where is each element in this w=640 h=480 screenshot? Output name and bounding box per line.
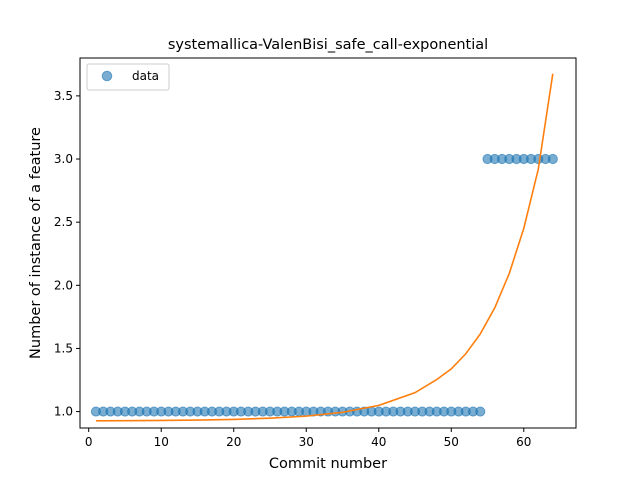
y-tick-label: 2.5 [54, 215, 73, 229]
data-point [475, 406, 486, 417]
chart-title: systemallica-ValenBisi_safe_call-exponen… [168, 37, 488, 53]
legend-label-data: data [132, 69, 159, 83]
y-tick-label: 1.0 [54, 405, 73, 419]
x-axis-label: Commit number [269, 456, 387, 472]
x-tick-label: 30 [299, 435, 314, 449]
y-axis-label: Number of instance of a feature [28, 127, 44, 359]
legend-box [86, 63, 170, 91]
fit-line [95, 73, 554, 422]
plot-area [90, 73, 558, 422]
y-tick-label: 3.5 [54, 89, 73, 103]
y-axis: 1.0 1.5 2.0 2.5 3.0 3.5 [54, 89, 80, 419]
axes-frame [79, 57, 577, 429]
x-tick-label: 50 [444, 435, 459, 449]
x-tick-label: 0 [85, 435, 93, 449]
x-tick-label: 10 [154, 435, 169, 449]
legend-marker [101, 70, 113, 82]
legend: data [86, 63, 170, 91]
y-tick-label: 3.0 [54, 152, 73, 166]
x-tick-label: 20 [226, 435, 241, 449]
x-tick-label: 60 [516, 435, 531, 449]
data-point [547, 153, 558, 165]
y-tick-label: 2.0 [54, 278, 73, 292]
x-tick-label: 40 [371, 435, 386, 449]
y-tick-label: 1.5 [54, 341, 73, 355]
x-axis: 0 10 20 30 40 50 60 [85, 428, 531, 449]
